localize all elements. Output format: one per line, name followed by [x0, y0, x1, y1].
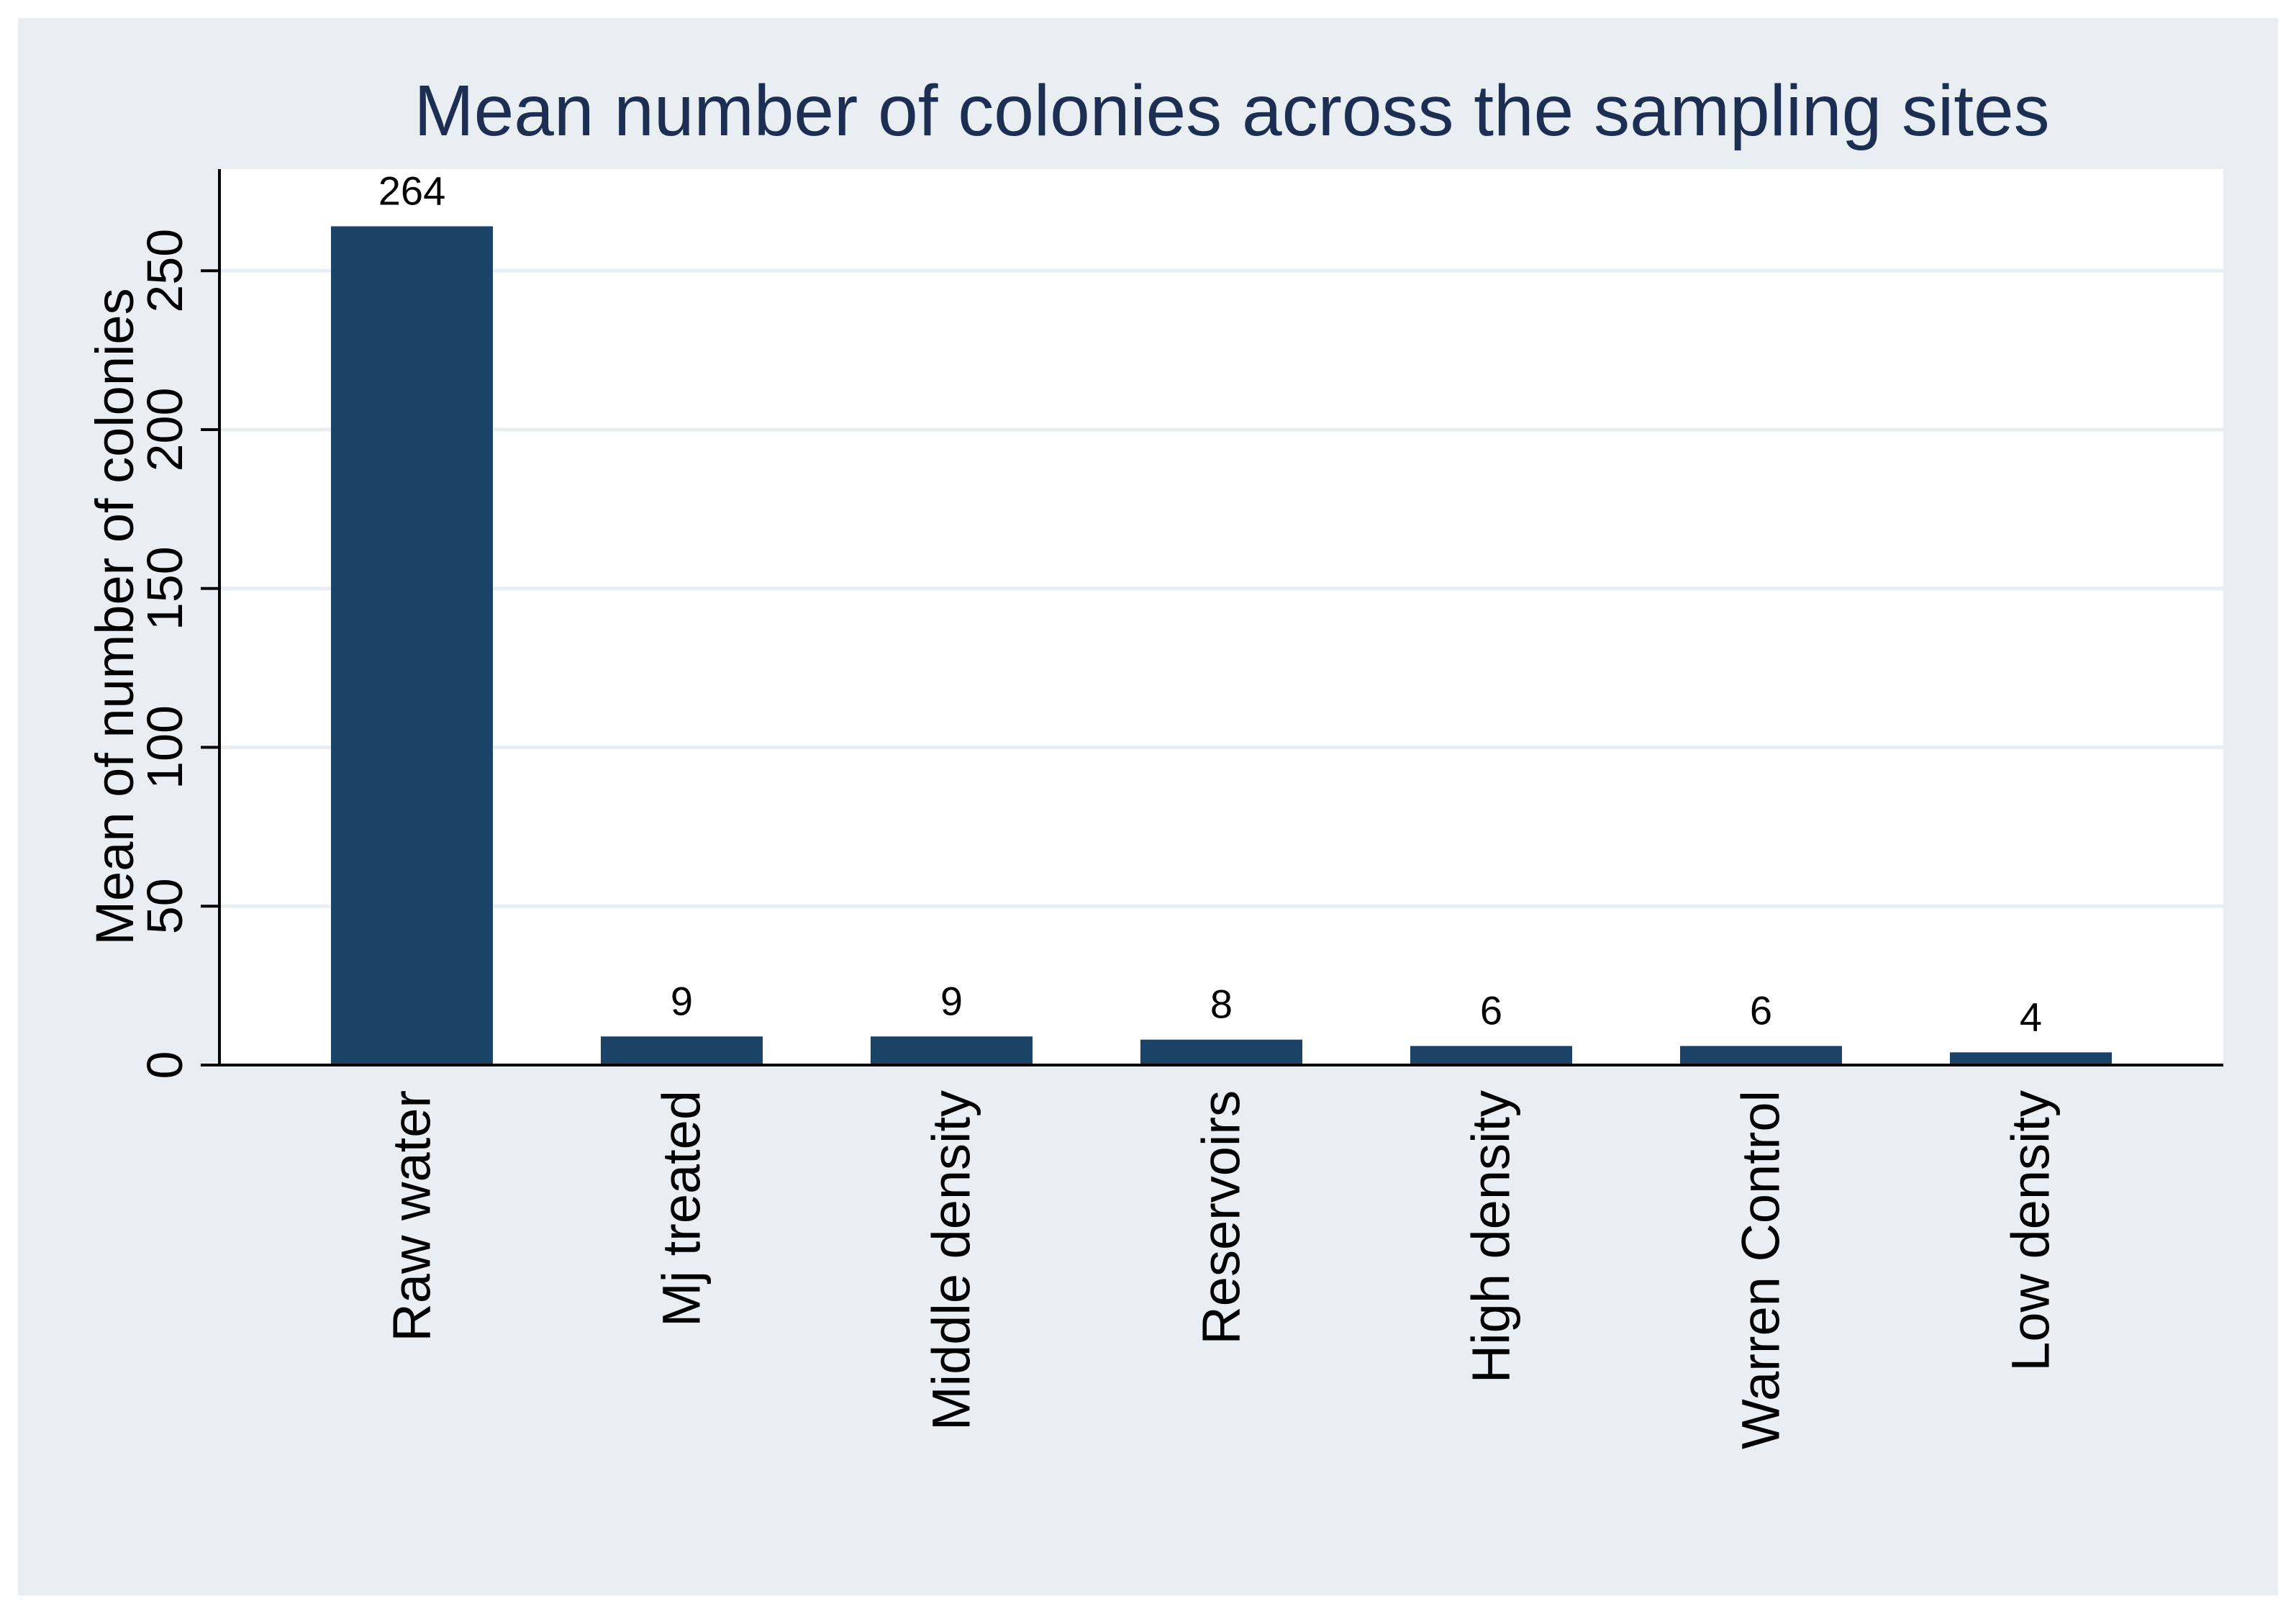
- y-tick-label: 0: [137, 1051, 193, 1079]
- x-tick-label: Raw water: [382, 1090, 442, 1342]
- bar: [871, 1036, 1033, 1065]
- y-tick-label: 200: [137, 388, 193, 472]
- gridlines: [219, 268, 2223, 908]
- x-tick-label: Middle density: [922, 1090, 981, 1431]
- bar: [1140, 1039, 1302, 1065]
- x-axis-tick-labels: Raw water Mj treated Middle density Reservo…: [382, 1090, 2061, 1449]
- bar: [1410, 1046, 1572, 1065]
- bar-value-label: 9: [940, 978, 963, 1023]
- y-tick-label: 100: [137, 705, 193, 789]
- x-tick-label: Reservoirs: [1192, 1090, 1251, 1345]
- bar: [1680, 1046, 1842, 1065]
- bar-value-label: 264: [378, 168, 445, 213]
- bar-value-label: 9: [671, 978, 693, 1023]
- chart-title: Mean number of colonies across the sampl…: [414, 71, 2049, 151]
- x-tick-label: High density: [1461, 1090, 1521, 1383]
- y-tick-label: 150: [137, 546, 193, 630]
- y-tick-label: 250: [137, 229, 193, 313]
- y-axis-label: Mean of number of colonies: [85, 288, 145, 945]
- bar: [331, 226, 493, 1066]
- bar-value-label: 6: [1480, 988, 1502, 1033]
- bar-value-label: 6: [1750, 988, 1772, 1033]
- x-tick-label: Mj treated: [652, 1090, 712, 1327]
- x-tick-label: Warren Control: [1731, 1090, 1791, 1449]
- y-tick-label: 50: [137, 878, 193, 934]
- y-axis-ticks: 0 50 100 150 200 250: [137, 229, 219, 1079]
- bar-value-label: 4: [2020, 994, 2042, 1039]
- bars: [331, 226, 2112, 1066]
- bar-value-label: 8: [1210, 982, 1233, 1027]
- bar: [1950, 1052, 2112, 1065]
- x-tick-label: Low density: [2001, 1090, 2061, 1372]
- bar-value-labels: 264 9 9 8 6 6 4: [378, 168, 2042, 1039]
- plot-area: [219, 169, 2223, 1065]
- bar: [601, 1036, 763, 1065]
